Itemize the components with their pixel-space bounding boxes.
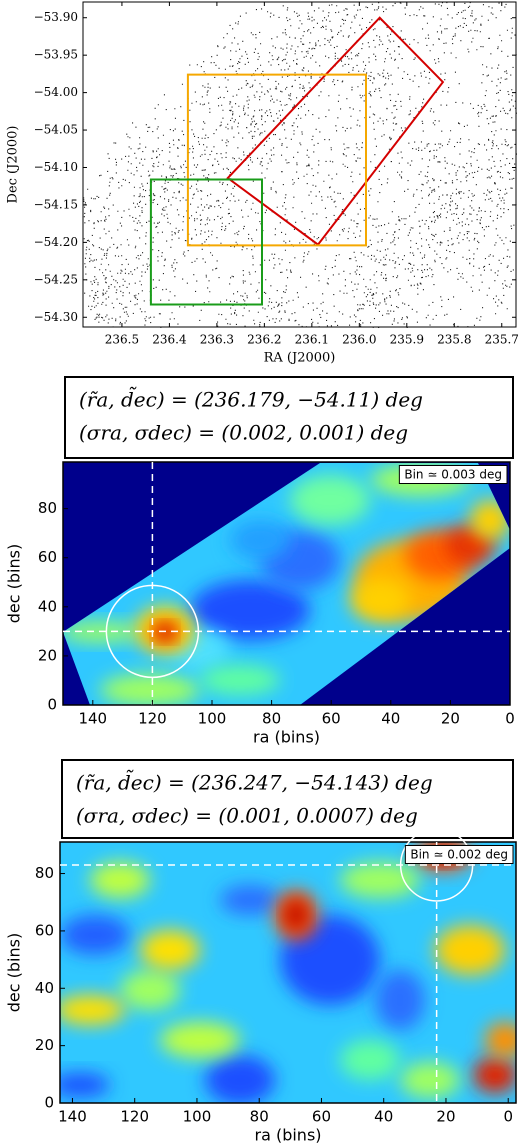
y-tick-label: −54.15	[34, 197, 78, 211]
x-tick-label: 20	[441, 710, 460, 728]
x-tick-label: 236.4	[152, 333, 187, 347]
peak-circle	[399, 828, 474, 902]
y-tick-label: 20	[38, 646, 57, 664]
x-tick-label: 80	[250, 1108, 269, 1126]
density-blob	[340, 862, 420, 898]
density-blob	[220, 885, 280, 915]
annotation-line: (r̃a, d̃ec) = (236.247, −54.143) deg	[76, 768, 433, 794]
region-outline	[226, 16, 445, 246]
density-blob	[60, 1073, 110, 1097]
x-tick-label: 235.9	[390, 333, 424, 347]
y-tick-label: 80	[35, 864, 54, 882]
x-tick-label: 80	[262, 710, 281, 728]
y-tick-label: 20	[35, 1036, 54, 1054]
x-tick-label: 236.1	[295, 333, 329, 347]
y-tick-label: −54.20	[34, 235, 78, 249]
annotation-line: (r̃a, d̃ec) = (236.179, −54.11) deg	[79, 385, 423, 411]
density-blob	[230, 520, 290, 560]
density-blob	[435, 925, 505, 975]
x-axis-label: ra (bins)	[253, 728, 320, 747]
x-tick-label: 120	[138, 710, 167, 728]
y-tick-label: 80	[38, 499, 57, 517]
density-blob	[205, 1055, 275, 1103]
x-tick-label: 60	[322, 710, 341, 728]
annotation-line: (σra, σdec) = (0.002, 0.001) deg	[79, 421, 408, 445]
y-tick-label: −54.25	[34, 272, 78, 286]
density-blob	[140, 930, 200, 970]
y-tick-label: 60	[35, 921, 54, 939]
y-axis-label: dec (bins)	[5, 933, 24, 1012]
density-blob	[350, 578, 410, 622]
density-blob	[60, 995, 125, 1025]
density-blob	[160, 1022, 240, 1058]
y-axis-label: dec (bins)	[5, 544, 24, 623]
y-tick-label: 0	[47, 696, 57, 714]
region-outline	[149, 178, 263, 306]
bin-label: Bin ≃ 0.002 deg	[410, 848, 508, 862]
y-tick-label: 0	[44, 1094, 54, 1112]
x-tick-label: 235.7	[485, 333, 519, 347]
density-blob	[400, 1062, 460, 1098]
density-blob	[485, 1022, 516, 1058]
x-tick-label: 236.3	[200, 333, 234, 347]
x-tick-label: 0	[503, 1108, 513, 1126]
y-axis-label: Dec (J2000)	[6, 126, 21, 204]
x-tick-label: 236.5	[105, 333, 139, 347]
x-tick-label: 60	[312, 1108, 331, 1126]
y-tick-label: −53.90	[34, 10, 78, 24]
density-map	[60, 842, 516, 1103]
x-tick-label: 40	[381, 710, 400, 728]
density-blob	[375, 970, 425, 1030]
density-blob	[100, 674, 200, 705]
y-tick-label: −54.30	[34, 310, 78, 324]
star-field	[83, 2, 517, 328]
x-tick-label: 236.2	[247, 333, 281, 347]
x-tick-label: 0	[505, 710, 515, 728]
x-tick-label: 140	[78, 710, 107, 728]
bin-label-box	[398, 465, 508, 484]
x-tick-label: 235.8	[437, 333, 471, 347]
x-axis-label: ra (bins)	[254, 1126, 321, 1145]
density-blob	[473, 1057, 516, 1093]
region-outline	[186, 73, 367, 247]
density-blob	[90, 862, 150, 898]
annotation-box	[64, 376, 514, 459]
density-blob	[340, 1040, 400, 1080]
density-blob	[60, 915, 130, 955]
x-tick-label: 40	[374, 1108, 393, 1126]
density-blob	[120, 970, 180, 1010]
bin-label: Bin ≃ 0.003 deg	[404, 468, 502, 482]
y-tick-label: −54.10	[34, 160, 78, 174]
plot-frame	[82, 1, 517, 328]
y-tick-label: −54.00	[34, 85, 78, 99]
x-tick-label: 140	[58, 1108, 87, 1126]
density-blob	[286, 901, 306, 929]
x-tick-label: 236.0	[342, 333, 376, 347]
y-tick-label: 40	[38, 597, 57, 615]
x-axis-label: RA (J2000)	[264, 351, 336, 366]
bin-label-box	[404, 845, 514, 864]
x-tick-label: 120	[120, 1108, 149, 1126]
y-tick-label: −53.95	[34, 48, 78, 62]
peak-circle	[105, 584, 200, 679]
y-tick-label: 60	[38, 548, 57, 566]
density-blob	[190, 580, 310, 640]
annotation-line: (σra, σdec) = (0.001, 0.0007) deg	[76, 804, 418, 828]
plot-frame	[62, 461, 511, 706]
density-blob	[470, 500, 510, 540]
y-tick-label: 40	[35, 979, 54, 997]
annotation-box	[61, 759, 514, 839]
plot-frame	[59, 841, 517, 1104]
x-tick-label: 20	[436, 1108, 455, 1126]
density-map	[63, 462, 510, 705]
density-blob	[200, 665, 280, 695]
density-blob	[290, 475, 370, 525]
x-tick-label: 100	[183, 1108, 212, 1126]
y-tick-label: −54.05	[34, 123, 78, 137]
x-tick-label: 100	[198, 710, 227, 728]
